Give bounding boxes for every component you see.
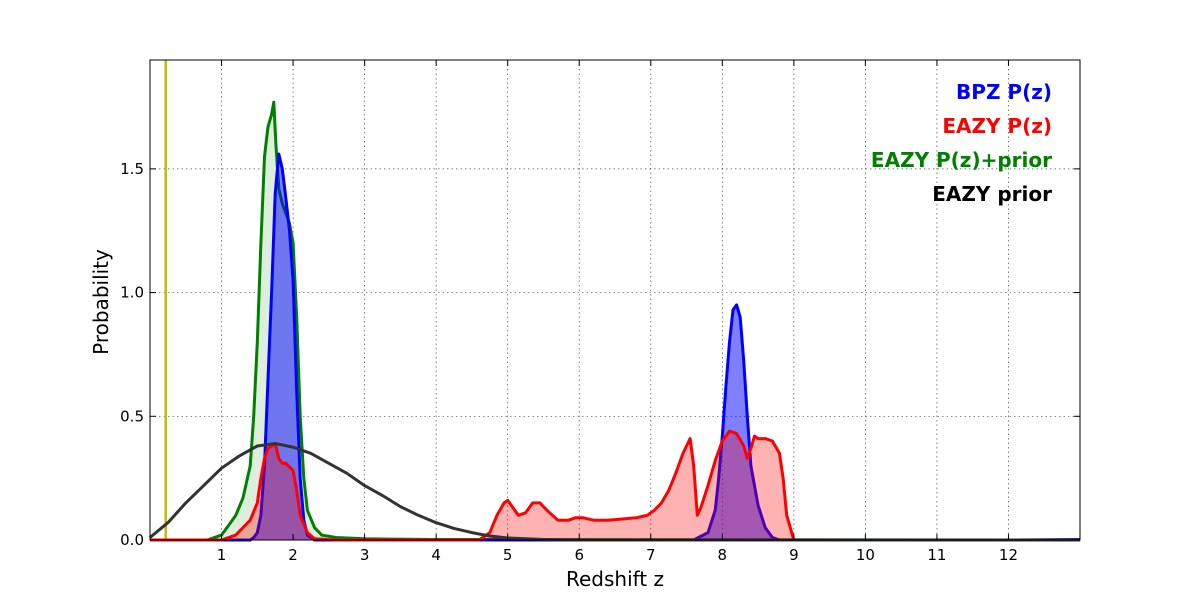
x-tick-label: 11	[927, 546, 946, 564]
legend-entry: EAZY prior	[932, 182, 1052, 206]
legend-entry: BPZ P(z)	[956, 80, 1052, 104]
y-axis-label: Probability	[89, 249, 113, 355]
x-tick-label: 4	[431, 546, 441, 564]
y-tick-label: 1.0	[120, 284, 144, 302]
x-tick-label: 1	[217, 546, 227, 564]
series-layer	[149, 60, 1081, 542]
x-tick-label: 2	[288, 546, 298, 564]
series-line-eazy-prior	[149, 442, 1080, 542]
x-tick-label: 10	[856, 546, 875, 564]
plot-frame	[149, 59, 1081, 541]
x-tick-label: 5	[503, 546, 513, 564]
y-tick-label: 0.5	[120, 407, 144, 425]
grid	[150, 60, 1080, 541]
legend-entry: EAZY P(z)	[942, 114, 1052, 138]
legend: BPZ P(z) EAZY P(z) EAZY P(z)+prior EAZY pri…	[871, 80, 1052, 206]
x-tick-label: 9	[789, 546, 799, 564]
x-tick-label: 8	[718, 546, 728, 564]
y-tick-label: 1.5	[120, 160, 144, 178]
tick-layer: 1 2 3 4 5 6 7 8 9 10 11 120.00.51.01.5	[120, 60, 1080, 564]
x-tick-label: 3	[360, 546, 370, 564]
series-line-eazy-p-z	[150, 429, 1080, 542]
x-axis-label: Redshift z	[566, 567, 664, 591]
plot-border	[149, 59, 1081, 541]
x-tick-label: 12	[999, 546, 1018, 564]
legend-entry: EAZY P(z)+prior	[871, 148, 1052, 172]
y-tick-label: 0.0	[120, 531, 144, 549]
x-tick-label: 7	[646, 546, 656, 564]
x-tick-label: 6	[574, 546, 584, 564]
